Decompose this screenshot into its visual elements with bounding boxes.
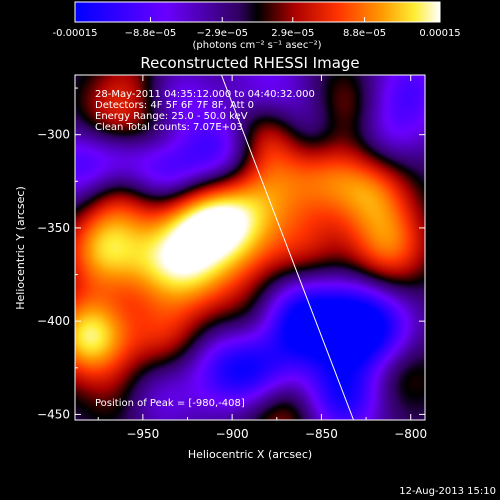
- colorbar-unit-label: (photons cm⁻² s⁻¹ asec⁻²): [192, 40, 321, 51]
- plot-title: Reconstructed RHESSI Image: [140, 54, 359, 72]
- y-tick-label: −350: [37, 221, 70, 235]
- y-axis-label: Heliocentric Y (arcsec): [14, 186, 27, 310]
- axis-ticks: −950 −900 −850 −800 −300 −350 −400 −450: [37, 75, 427, 441]
- info-block: 28-May-2011 04:35:12.000 to 04:40:32.000…: [95, 89, 315, 133]
- peak-position-label: Position of Peak = [-980,-408]: [95, 398, 245, 409]
- x-tick-label: −850: [305, 427, 338, 441]
- colorbar: [74, 1, 441, 23]
- info-line-energy: Energy Range: 25.0 - 50.0 keV: [95, 111, 248, 122]
- colorbar-tick-label: 2.9e−05: [271, 28, 314, 39]
- colorbar-tick-label: 0.00015: [419, 28, 460, 39]
- footer-date: 12-Aug-2013 15:10: [399, 486, 496, 497]
- info-line-counts: Clean Total counts: 7.07E+03: [95, 122, 243, 133]
- x-tick-label: −800: [394, 427, 427, 441]
- colorbar-tick-label: -0.00015: [53, 28, 98, 39]
- plot-frame: [74, 74, 426, 421]
- colorbar-tick-label: −2.9e−05: [196, 28, 248, 39]
- x-tick-label: −900: [216, 427, 249, 441]
- colorbar-tick-label: 8.8e−05: [343, 28, 386, 39]
- colorbar-tick-label: −8.8e−05: [125, 28, 177, 39]
- solar-limb-line: [220, 75, 355, 420]
- y-tick-label: −450: [37, 407, 70, 421]
- heatmap-image: [75, 75, 425, 420]
- info-line-time: 28-May-2011 04:35:12.000 to 04:40:32.000: [95, 89, 315, 100]
- info-line-detectors: Detectors: 4F 5F 6F 7F 8F, Att 0: [95, 100, 254, 111]
- x-tick-label: −950: [126, 427, 159, 441]
- x-axis-label: Heliocentric X (arcsec): [188, 448, 312, 461]
- colorbar-ticks: -0.00015 −8.8e−05 −2.9e−05 2.9e−05 8.8e−05 0.…: [53, 17, 461, 39]
- y-tick-label: −400: [37, 314, 70, 328]
- y-tick-label: −300: [37, 128, 70, 142]
